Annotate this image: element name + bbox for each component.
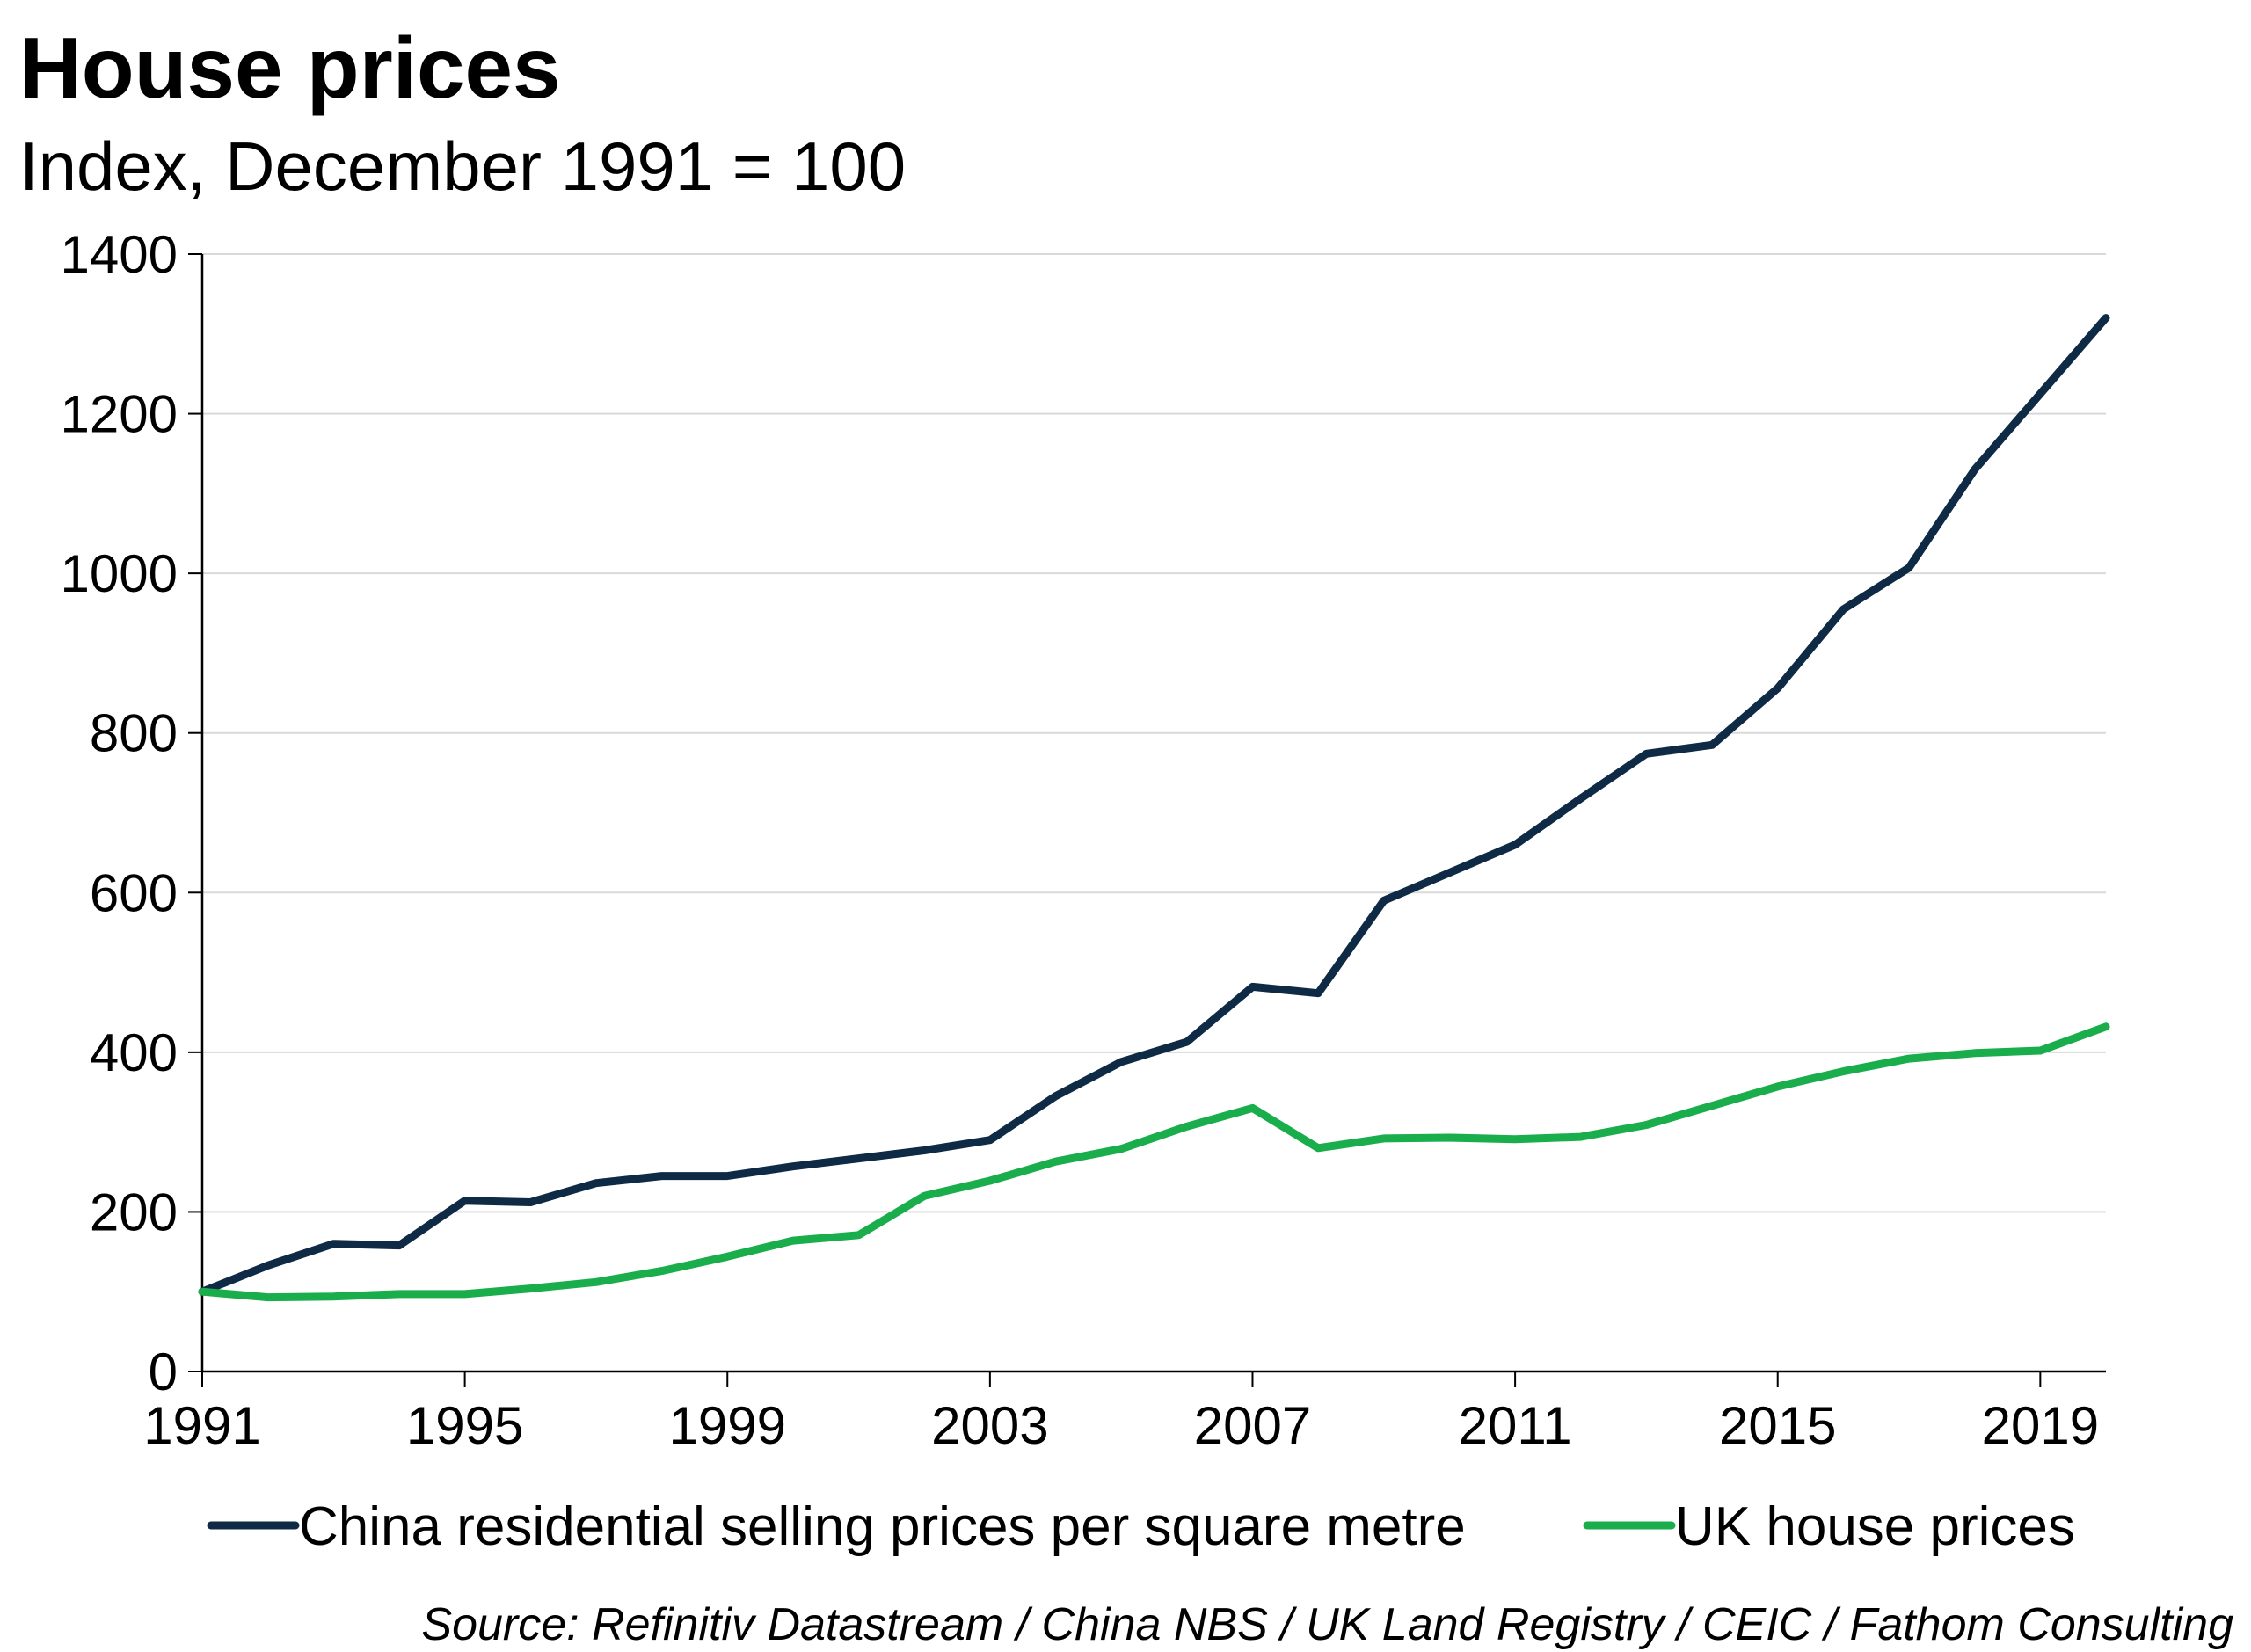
source-note: Source: Refinitiv Datastream / China NBS… bbox=[421, 1599, 2233, 1650]
chart-title: House prices bbox=[19, 19, 561, 116]
series-line-2 bbox=[198, 1022, 2110, 1302]
y-axis-ticks: 0 200 400 600 800 1000 1200 1400 bbox=[61, 225, 202, 1401]
legend: China residential selling prices per squ… bbox=[207, 1496, 2075, 1557]
x-tick-label: 2003 bbox=[931, 1396, 1048, 1455]
series-lines bbox=[198, 314, 2110, 1302]
y-tick-label: 1400 bbox=[61, 225, 178, 284]
x-tick-label: 2011 bbox=[1459, 1396, 1572, 1455]
x-tick-label: 1999 bbox=[668, 1396, 785, 1455]
series-line-1 bbox=[198, 314, 2110, 1296]
x-tick-label: 2019 bbox=[1982, 1396, 2099, 1455]
y-tick-label: 800 bbox=[90, 704, 178, 763]
x-axis-ticks: 1991 1995 1999 2003 2007 2011 2015 2019 bbox=[143, 1372, 2099, 1455]
axes bbox=[200, 254, 2106, 1373]
x-tick-label: 2007 bbox=[1194, 1396, 1311, 1455]
chart-subtitle: Index, December 1991 = 100 bbox=[19, 127, 907, 205]
y-tick-label: 0 bbox=[149, 1343, 178, 1401]
legend-label: UK house prices bbox=[1675, 1496, 2075, 1557]
x-tick-label: 1995 bbox=[406, 1396, 523, 1455]
y-tick-label: 400 bbox=[90, 1023, 178, 1082]
y-tick-label: 200 bbox=[90, 1183, 178, 1241]
legend-label: China residential selling prices per squ… bbox=[299, 1496, 1466, 1557]
y-tick-label: 600 bbox=[90, 863, 178, 922]
y-tick-label: 1200 bbox=[61, 385, 178, 444]
gridlines bbox=[202, 253, 2106, 1213]
x-tick-label: 2015 bbox=[1719, 1396, 1836, 1455]
x-tick-label: 1991 bbox=[143, 1396, 260, 1455]
y-tick-label: 1000 bbox=[61, 544, 178, 603]
